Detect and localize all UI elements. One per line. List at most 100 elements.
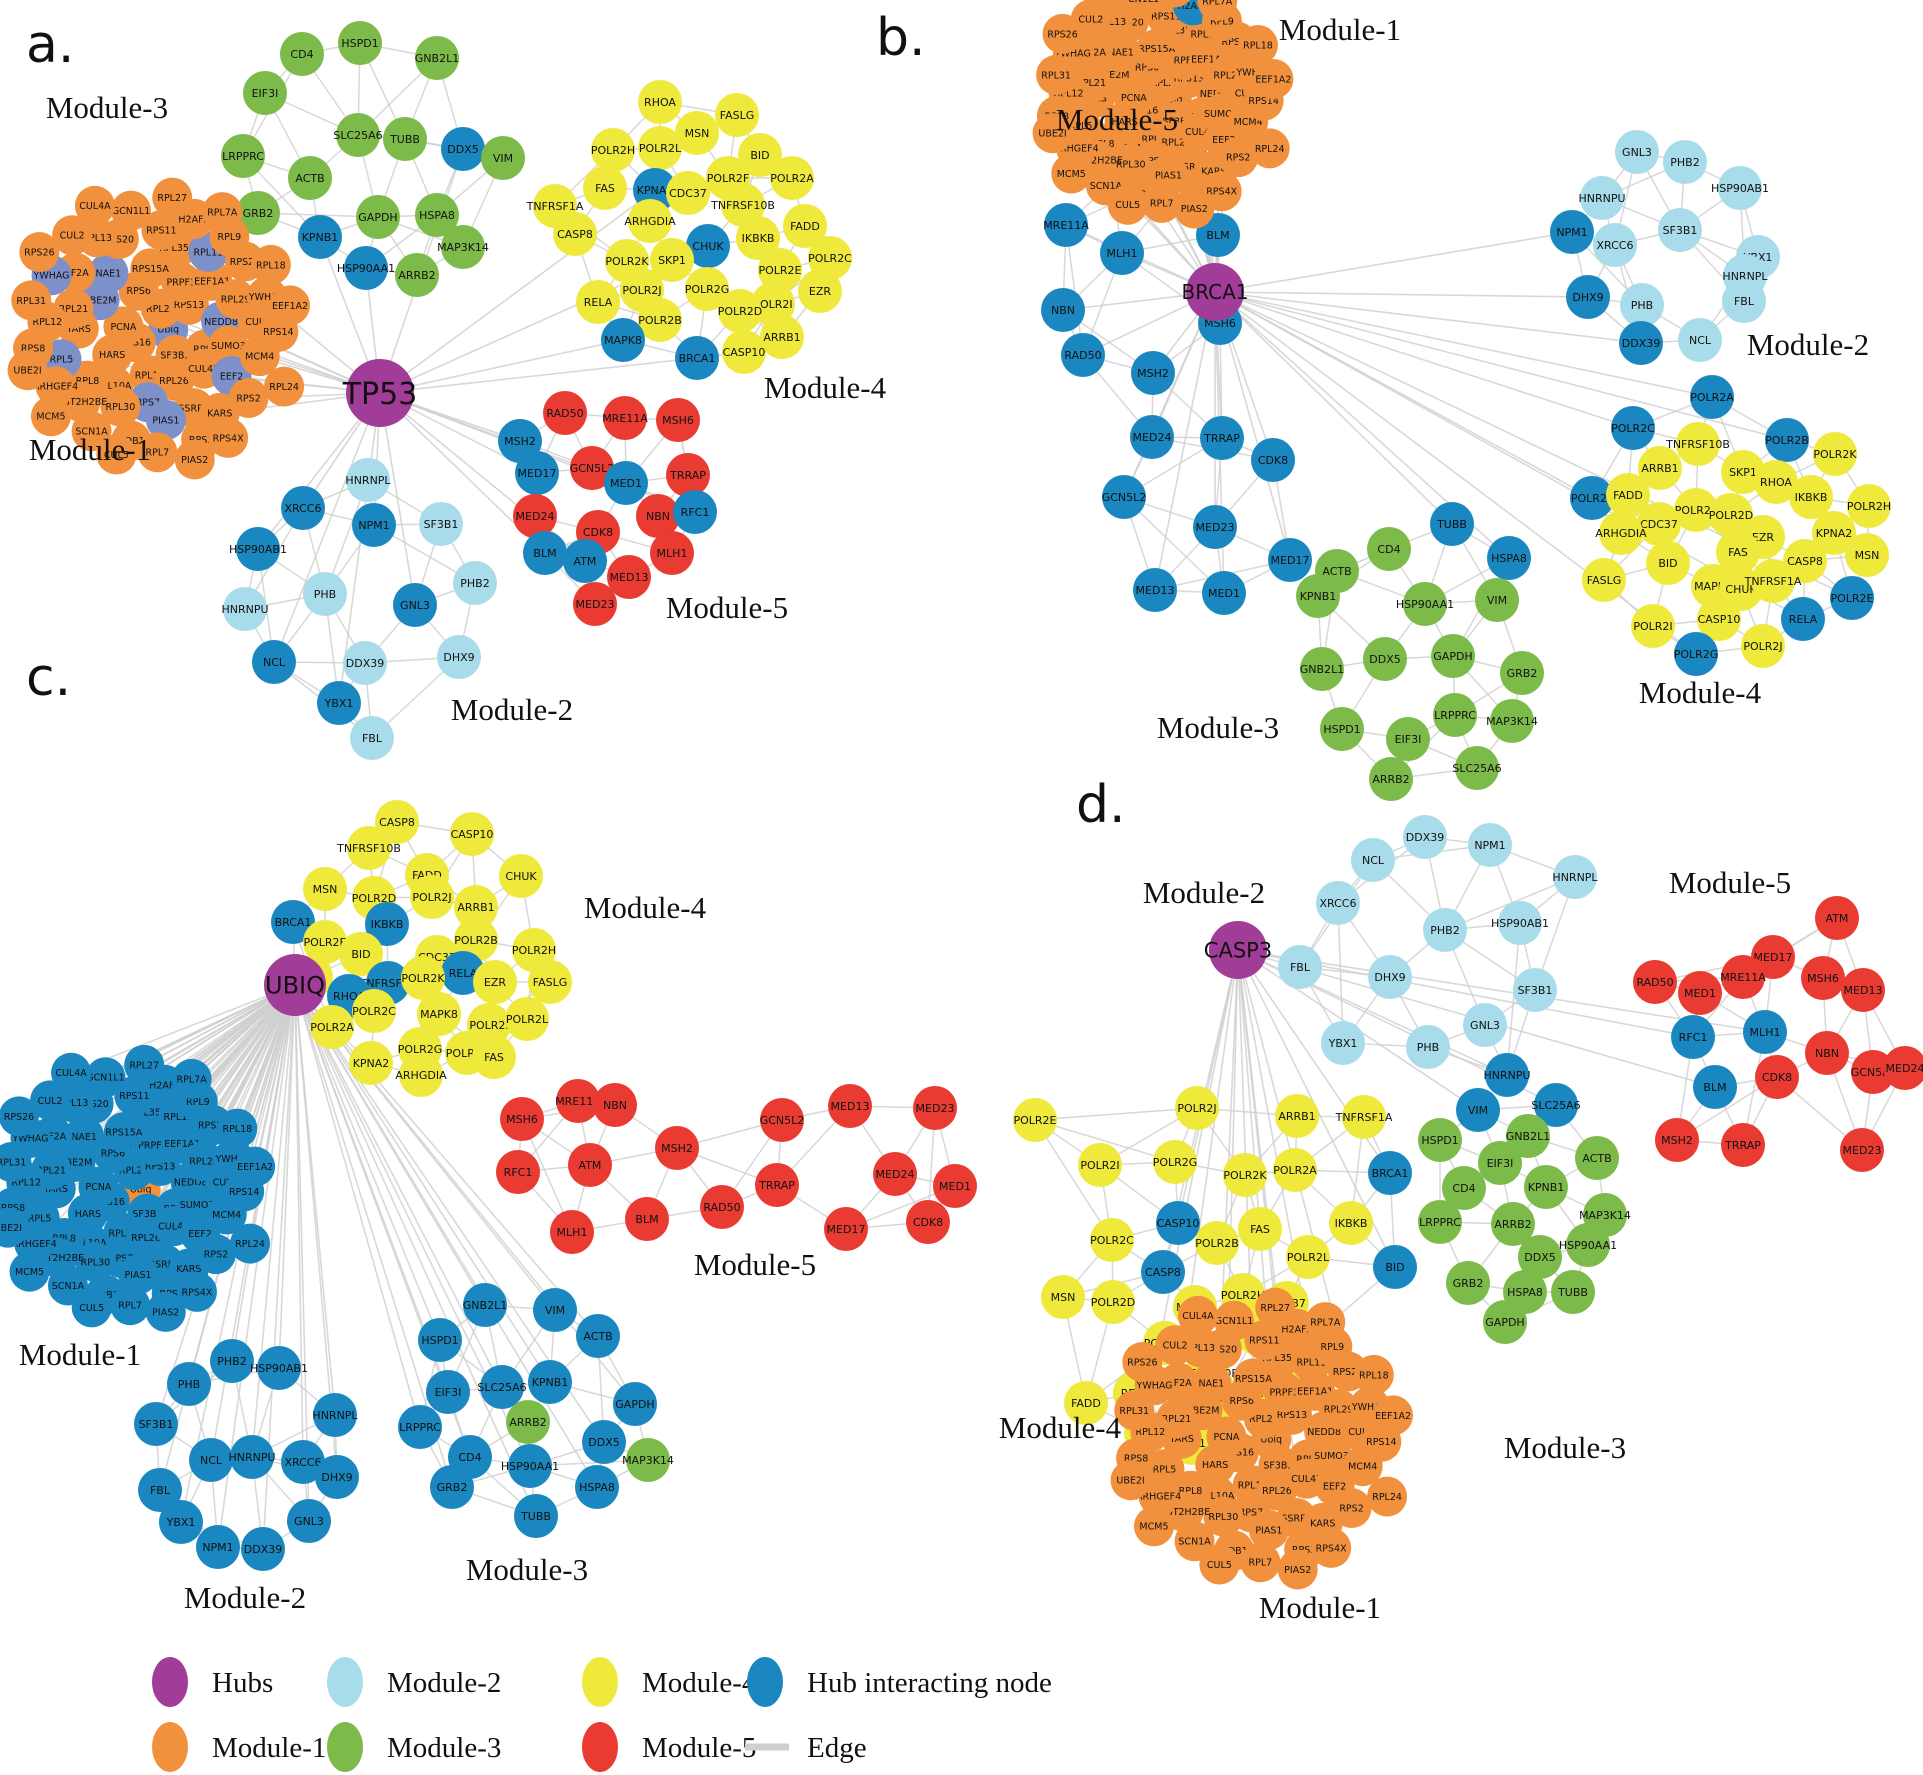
node-grb2[interactable] (430, 1465, 474, 1509)
node-polr2l[interactable] (638, 126, 682, 170)
node-rpl18[interactable] (250, 244, 291, 285)
node-grb2[interactable] (1500, 651, 1544, 695)
node-eef1a2[interactable] (1253, 58, 1294, 99)
node-eif3i[interactable] (243, 71, 287, 115)
node-fas[interactable] (1238, 1207, 1282, 1251)
node-rpl27[interactable] (124, 1044, 165, 1085)
node-hsp90ab1[interactable] (257, 1346, 301, 1390)
node-eif3i[interactable] (1478, 1141, 1522, 1185)
node-eif3i[interactable] (426, 1370, 470, 1414)
node-casp10[interactable] (1156, 1201, 1200, 1245)
node-xrcc6[interactable] (1316, 881, 1360, 925)
node-hnrnpl[interactable] (346, 458, 390, 502)
node-rps4x[interactable] (1311, 1527, 1352, 1568)
node-arrb2[interactable] (1369, 757, 1413, 801)
node-grb2[interactable] (1446, 1261, 1490, 1305)
node-hsp90ab1[interactable] (1718, 166, 1762, 210)
node-hnrnpl[interactable] (1553, 855, 1597, 899)
node-polr2a[interactable] (1273, 1148, 1317, 1192)
node-rfc1[interactable] (673, 490, 717, 534)
node-xrcc6[interactable] (281, 1440, 325, 1484)
node-med17[interactable] (1268, 538, 1312, 582)
node-msn[interactable] (303, 867, 347, 911)
node-arhgdia[interactable] (399, 1053, 443, 1097)
node-prpf3[interactable] (1264, 1372, 1305, 1413)
node-lrpprc[interactable] (1433, 693, 1477, 737)
node-xrcc6[interactable] (281, 486, 325, 530)
node-rpl7a[interactable] (1197, 0, 1238, 21)
node-fbl[interactable] (350, 716, 394, 760)
node-casp8[interactable] (1141, 1250, 1185, 1294)
node-ncl[interactable] (189, 1438, 233, 1482)
node-med1[interactable] (1202, 571, 1246, 615)
node-hsp90aa1[interactable] (1566, 1223, 1610, 1267)
node-casp8[interactable] (553, 212, 597, 256)
node-polr2e[interactable] (1013, 1098, 1057, 1142)
node-med13[interactable] (1133, 568, 1177, 612)
node-pias1[interactable] (145, 400, 186, 441)
node-blm[interactable] (625, 1197, 669, 1241)
node-arrb1[interactable] (454, 885, 498, 929)
node-med13[interactable] (828, 1084, 872, 1128)
node-nae1[interactable] (88, 253, 129, 294)
node-polr2f[interactable] (1674, 488, 1718, 532)
node-dhx9[interactable] (1368, 955, 1412, 999)
node-gnl3[interactable] (1463, 1003, 1507, 1047)
node-tubb[interactable] (1551, 1270, 1595, 1314)
node-hspd1[interactable] (1418, 1118, 1462, 1162)
node-polr2k[interactable] (1813, 432, 1857, 476)
node-med24[interactable] (1130, 415, 1174, 459)
node-rps4x[interactable] (176, 1271, 217, 1312)
node-rps11[interactable] (114, 1075, 155, 1116)
node-ybx1[interactable] (159, 1500, 203, 1544)
node-gcn1l1[interactable] (1214, 1300, 1255, 1341)
node-ybx1[interactable] (1321, 1021, 1365, 1065)
node-polr2a[interactable] (770, 156, 814, 200)
node-msh2[interactable] (1655, 1118, 1699, 1162)
node-hnrnpu[interactable] (223, 587, 267, 631)
node-phb2[interactable] (1663, 140, 1707, 184)
node-kpna2[interactable] (1812, 511, 1856, 555)
node-gcn5l2[interactable] (1102, 475, 1146, 519)
node-gnl3[interactable] (287, 1499, 331, 1543)
node-ikbkb[interactable] (736, 216, 780, 260)
node-hsp90aa1[interactable] (344, 246, 388, 290)
node-rpl24[interactable] (1367, 1476, 1408, 1517)
node-phb2[interactable] (453, 561, 497, 605)
node-polr2j[interactable] (1175, 1086, 1219, 1130)
node-hsp90ab1[interactable] (1498, 901, 1542, 945)
node-sf3b1[interactable] (134, 1402, 178, 1446)
node-fadd[interactable] (783, 204, 827, 248)
node-polr2a[interactable] (310, 1005, 354, 1049)
node-polr2b[interactable] (454, 918, 498, 962)
node-kpnb1[interactable] (1524, 1165, 1568, 1209)
node-sumo3[interactable] (208, 325, 249, 366)
node-rpl7[interactable] (137, 432, 178, 473)
node-phb2[interactable] (1423, 908, 1467, 952)
node-fadd[interactable] (1064, 1381, 1108, 1425)
node-rps15a[interactable] (130, 248, 171, 289)
node-msn[interactable] (1041, 1275, 1085, 1319)
node-ube2i[interactable] (7, 350, 48, 391)
node-polr2g[interactable] (1153, 1140, 1197, 1184)
node-arrb1[interactable] (1638, 446, 1682, 490)
node-polr2c[interactable] (1090, 1218, 1134, 1262)
node-rpl7a[interactable] (171, 1058, 212, 1099)
node-fas[interactable] (1716, 530, 1760, 574)
hub-node-ubiq[interactable] (264, 954, 326, 1016)
node-cd4[interactable] (1367, 527, 1411, 571)
node-rps26[interactable] (1122, 1342, 1163, 1383)
node-tnfrsf10b[interactable] (347, 826, 391, 870)
node-mlh1[interactable] (1743, 1010, 1787, 1054)
node-gnb2l1[interactable] (1506, 1114, 1550, 1158)
node-pias2[interactable] (145, 1291, 186, 1332)
node-bid[interactable] (339, 932, 383, 976)
node-xrcc6[interactable] (1593, 223, 1637, 267)
node-med23[interactable] (913, 1086, 957, 1130)
node-trrap[interactable] (755, 1163, 799, 1207)
node-nae1[interactable] (1101, 32, 1142, 73)
node-fbl[interactable] (1722, 279, 1766, 323)
node-rpl30[interactable] (75, 1242, 116, 1283)
node-msh6[interactable] (500, 1097, 544, 1141)
node-ybx1[interactable] (317, 681, 361, 725)
